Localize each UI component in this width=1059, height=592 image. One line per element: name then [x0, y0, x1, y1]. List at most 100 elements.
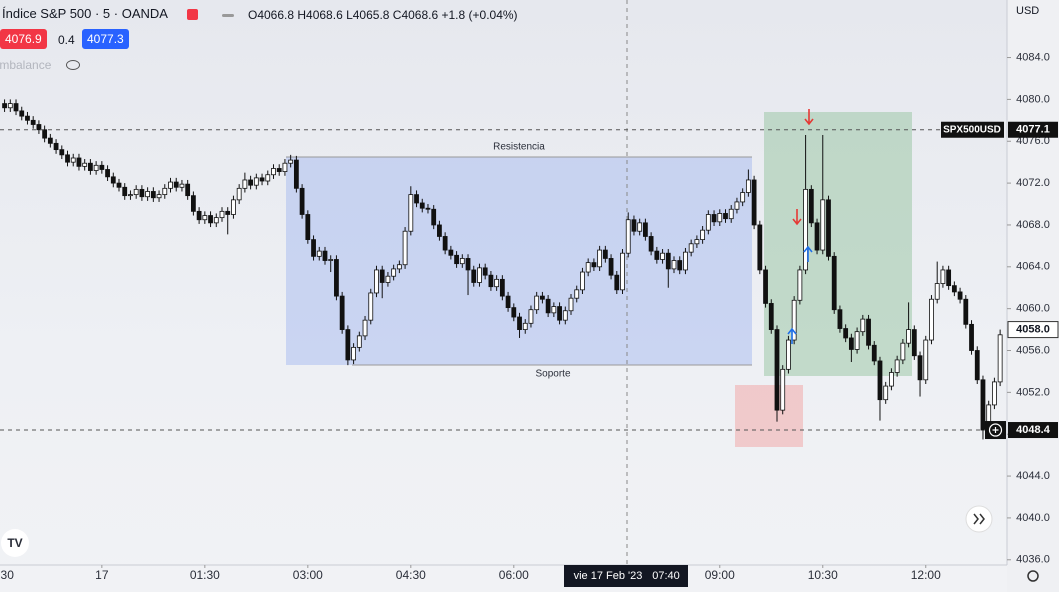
settings-button[interactable]: [1027, 570, 1039, 582]
candle-down: [76, 157, 82, 167]
signal-arrows: [787, 109, 814, 344]
candle-down: [557, 306, 562, 321]
y-tick-label: 4052.0: [1016, 386, 1050, 398]
visibility-icon[interactable]: [66, 60, 80, 70]
candle-down: [345, 329, 351, 361]
candle-down: [208, 215, 213, 224]
crosshair-time-box: [564, 565, 688, 587]
candle-down: [13, 103, 19, 112]
candle-up: [128, 194, 133, 197]
candle-down: [185, 183, 191, 197]
candle-down: [116, 182, 122, 188]
candle-down: [814, 222, 820, 251]
candle-up: [997, 334, 1003, 383]
candle-down: [196, 210, 202, 221]
candle-down: [837, 309, 843, 329]
candle-down: [843, 328, 849, 339]
candle-up: [780, 368, 786, 411]
candle-up: [534, 295, 540, 311]
y-tick-label: 4044.0: [1016, 470, 1050, 482]
candle-down: [517, 316, 522, 330]
indicator: Imbalance: [0, 58, 52, 72]
candle-down: [414, 194, 419, 204]
candle-down: [545, 298, 551, 314]
candle-up: [522, 322, 528, 330]
candle-up: [265, 174, 271, 182]
candle-down: [631, 219, 637, 232]
candle-down: [877, 360, 883, 401]
candle-down: [871, 344, 877, 362]
candle-up: [374, 269, 379, 294]
scroll-icon: [973, 513, 985, 525]
candle-down: [299, 187, 305, 215]
candle-down: [425, 207, 431, 210]
candle-down: [334, 259, 339, 297]
crosshair-date: vie 17 Feb '23: [574, 570, 643, 582]
candle-down: [42, 129, 48, 139]
candle-up: [202, 215, 208, 221]
x-tick-label: 12:00: [911, 568, 941, 582]
candle-down: [88, 162, 93, 171]
candle-down: [139, 188, 145, 198]
candle-down: [963, 298, 969, 325]
ask[interactable]: 4077.3: [82, 29, 129, 49]
symbol-label: SPX500USD: [943, 124, 1001, 135]
candle-up: [156, 194, 162, 199]
candle-down: [339, 295, 345, 330]
candle-down: [723, 213, 728, 220]
candle-down: [757, 224, 763, 271]
y-tick-label: 4064.0: [1016, 261, 1050, 273]
spread: 0.4: [58, 33, 75, 47]
bid[interactable]: 4076.9: [0, 29, 47, 49]
price-label: 4048.4: [1016, 424, 1051, 436]
candle-down: [848, 337, 854, 350]
candle-down: [980, 379, 986, 431]
candle-up: [883, 385, 889, 401]
candle-down: [866, 318, 871, 346]
candle-down: [248, 179, 254, 186]
x-tick-label: 01:30: [190, 568, 220, 582]
candle-down: [614, 274, 620, 291]
y-tick-label: 4080.0: [1016, 93, 1050, 105]
candle-down: [826, 199, 831, 257]
x-tick-label: 03:00: [293, 568, 323, 582]
candle-down: [969, 323, 974, 351]
candle-down: [30, 119, 36, 125]
candle-down: [19, 110, 25, 117]
candle-up: [562, 310, 568, 321]
candle-down: [642, 222, 648, 237]
candle-up: [671, 260, 677, 270]
x-tick-label: 04:30: [396, 568, 426, 582]
y-tick-label: 4056.0: [1016, 344, 1050, 356]
candle-up: [528, 309, 534, 324]
candle-up: [133, 188, 139, 196]
candle-up: [803, 188, 808, 271]
candle-down: [602, 249, 608, 259]
candle-up: [820, 199, 826, 251]
price-label-box: [1007, 321, 1059, 339]
symbol[interactable]: Índice S&P 500 · 5 · OANDA: [2, 6, 168, 21]
candle-down: [105, 169, 110, 178]
collapse-icon[interactable]: [222, 14, 234, 17]
candle-up: [162, 187, 168, 196]
flag-icon[interactable]: [187, 9, 198, 20]
candle-down: [465, 258, 471, 271]
candle-up: [242, 179, 248, 189]
candle-down: [677, 260, 683, 271]
candle-up: [906, 329, 911, 344]
candle-up: [585, 262, 591, 273]
candle-down: [110, 176, 116, 184]
candle-up: [477, 267, 482, 283]
currency[interactable]: USD: [1016, 5, 1040, 17]
candle-down: [768, 303, 774, 330]
add-alert-icon: [988, 423, 1003, 437]
candle-up: [929, 298, 934, 341]
logo[interactable]: [1, 529, 29, 557]
candle-up: [168, 181, 173, 189]
price-axis-bg: [1007, 0, 1059, 592]
scroll-button[interactable]: [965, 505, 993, 533]
y-tick-label: 4068.0: [1016, 219, 1050, 231]
candle-down: [499, 278, 505, 297]
candle-up: [700, 229, 706, 241]
